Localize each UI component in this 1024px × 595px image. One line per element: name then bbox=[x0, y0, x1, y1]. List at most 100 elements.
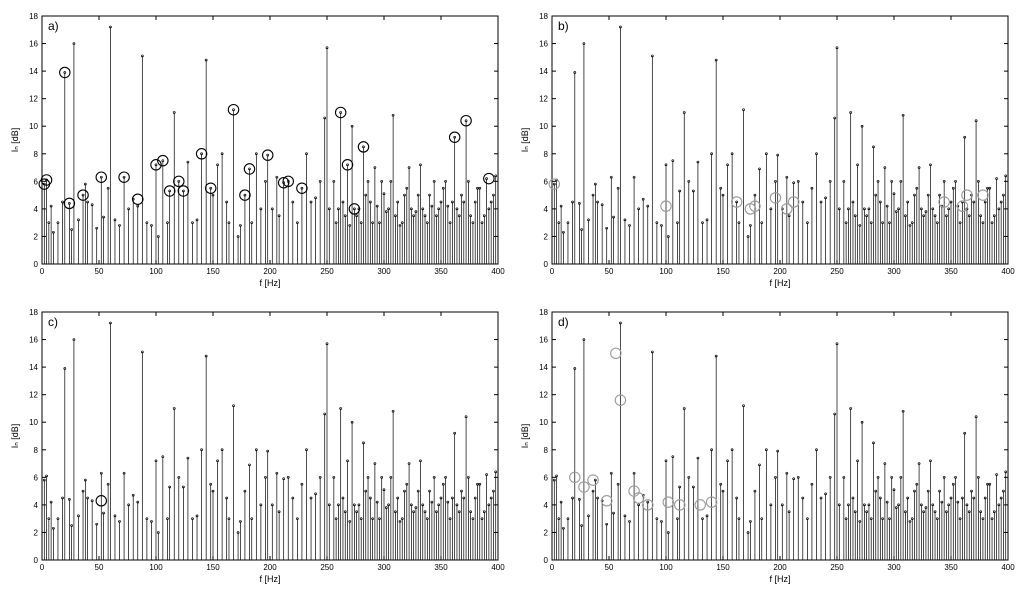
panel-label: a) bbox=[48, 19, 59, 33]
svg-text:2: 2 bbox=[34, 528, 39, 537]
highlight-circle bbox=[588, 474, 598, 484]
svg-text:0: 0 bbox=[550, 563, 555, 572]
svg-text:14: 14 bbox=[539, 67, 548, 76]
svg-text:14: 14 bbox=[29, 67, 38, 76]
svg-text:4: 4 bbox=[544, 205, 549, 214]
svg-text:300: 300 bbox=[887, 267, 901, 276]
svg-text:18: 18 bbox=[539, 12, 548, 21]
svg-text:400: 400 bbox=[491, 267, 505, 276]
svg-text:350: 350 bbox=[434, 267, 448, 276]
svg-text:2: 2 bbox=[544, 528, 549, 537]
svg-text:200: 200 bbox=[773, 267, 787, 276]
svg-text:100: 100 bbox=[149, 563, 163, 572]
svg-text:0: 0 bbox=[40, 267, 45, 276]
svg-text:10: 10 bbox=[29, 122, 38, 131]
highlight-circle bbox=[978, 190, 988, 200]
svg-text:2: 2 bbox=[544, 232, 549, 241]
svg-text:4: 4 bbox=[544, 500, 549, 509]
svg-text:10: 10 bbox=[539, 418, 548, 427]
svg-text:6: 6 bbox=[34, 473, 39, 482]
svg-text:350: 350 bbox=[434, 563, 448, 572]
svg-text:200: 200 bbox=[773, 563, 787, 572]
y-axis-label: Iₙ [dB] bbox=[520, 423, 530, 448]
highlight-circle bbox=[484, 173, 494, 183]
svg-text:8: 8 bbox=[34, 150, 39, 159]
svg-text:0: 0 bbox=[550, 267, 555, 276]
svg-text:0: 0 bbox=[40, 563, 45, 572]
svg-text:6: 6 bbox=[544, 177, 549, 186]
svg-text:100: 100 bbox=[149, 267, 163, 276]
panel-label: b) bbox=[558, 19, 569, 33]
svg-text:8: 8 bbox=[34, 445, 39, 454]
svg-text:12: 12 bbox=[539, 390, 548, 399]
svg-text:250: 250 bbox=[320, 563, 334, 572]
svg-text:16: 16 bbox=[29, 335, 38, 344]
svg-text:14: 14 bbox=[539, 363, 548, 372]
svg-text:18: 18 bbox=[29, 12, 38, 21]
svg-text:18: 18 bbox=[539, 308, 548, 317]
svg-text:8: 8 bbox=[544, 150, 549, 159]
panel-a: 0 50 100 150 200 250 300 350 400 0 2 4 6 8 10 12 14 16 18 f… bbox=[6, 6, 508, 294]
spectrum-panel-d: 0 50 100 150 200 250 300 350 400 0 2 4 6 8 10 12 14 16 18 f… bbox=[516, 302, 1016, 587]
svg-text:4: 4 bbox=[34, 500, 39, 509]
svg-text:50: 50 bbox=[605, 267, 614, 276]
svg-text:10: 10 bbox=[29, 418, 38, 427]
spectrum-panel-a: 0 50 100 150 200 250 300 350 400 0 2 4 6 8 10 12 14 16 18 f… bbox=[6, 6, 506, 291]
svg-text:400: 400 bbox=[491, 563, 505, 572]
svg-text:16: 16 bbox=[29, 40, 38, 49]
panel-label: d) bbox=[558, 315, 569, 329]
svg-text:16: 16 bbox=[539, 40, 548, 49]
svg-text:6: 6 bbox=[34, 177, 39, 186]
svg-text:6: 6 bbox=[544, 473, 549, 482]
svg-text:2: 2 bbox=[34, 232, 39, 241]
svg-text:200: 200 bbox=[263, 563, 277, 572]
svg-text:50: 50 bbox=[605, 563, 614, 572]
svg-text:200: 200 bbox=[263, 267, 277, 276]
svg-text:350: 350 bbox=[944, 267, 958, 276]
svg-text:0: 0 bbox=[544, 260, 549, 269]
spectrum-panel-b: 050100150200250300350400024681012141618f… bbox=[516, 6, 1016, 291]
svg-text:0: 0 bbox=[34, 556, 39, 565]
svg-text:250: 250 bbox=[320, 267, 334, 276]
svg-text:300: 300 bbox=[377, 267, 391, 276]
svg-text:12: 12 bbox=[29, 95, 38, 104]
svg-text:250: 250 bbox=[830, 267, 844, 276]
svg-text:50: 50 bbox=[95, 267, 104, 276]
svg-text:50: 50 bbox=[95, 563, 104, 572]
panel-d: 0 50 100 150 200 250 300 350 400 0 2 4 6 8 10 12 14 16 18 f… bbox=[516, 302, 1018, 590]
svg-text:300: 300 bbox=[887, 563, 901, 572]
svg-text:100: 100 bbox=[659, 267, 673, 276]
y-axis-label: Iₙ [dB] bbox=[10, 128, 20, 153]
highlight-circle bbox=[663, 496, 673, 506]
svg-text:8: 8 bbox=[544, 445, 549, 454]
svg-text:350: 350 bbox=[944, 563, 958, 572]
svg-text:300: 300 bbox=[377, 563, 391, 572]
x-axis-label: f [Hz] bbox=[769, 574, 790, 584]
x-axis-label: f [Hz] bbox=[769, 278, 790, 288]
svg-text:0: 0 bbox=[544, 556, 549, 565]
svg-text:400: 400 bbox=[1001, 563, 1015, 572]
svg-text:18: 18 bbox=[29, 308, 38, 317]
highlight-circle bbox=[611, 348, 621, 358]
x-axis-label: f [Hz] bbox=[259, 574, 280, 584]
svg-text:4: 4 bbox=[34, 205, 39, 214]
svg-text:250: 250 bbox=[830, 563, 844, 572]
svg-text:12: 12 bbox=[539, 95, 548, 104]
y-axis-label: Iₙ [dB] bbox=[10, 423, 20, 448]
svg-text:150: 150 bbox=[206, 267, 220, 276]
svg-text:16: 16 bbox=[539, 335, 548, 344]
svg-text:12: 12 bbox=[29, 390, 38, 399]
svg-text:150: 150 bbox=[716, 563, 730, 572]
highlight-circle bbox=[695, 499, 705, 509]
spectrum-panel-c: 050100150200250300350400024681012141618f… bbox=[6, 302, 506, 587]
svg-text:150: 150 bbox=[716, 267, 730, 276]
panel-b: 050100150200250300350400024681012141618f… bbox=[516, 6, 1018, 294]
svg-text:100: 100 bbox=[659, 563, 673, 572]
svg-text:150: 150 bbox=[206, 563, 220, 572]
svg-text:10: 10 bbox=[539, 122, 548, 131]
y-axis-label: Iₙ [dB] bbox=[520, 128, 530, 153]
chart-grid: 050100150200250300350400024681012141618f… bbox=[6, 6, 1018, 589]
x-axis-label: f [Hz] bbox=[259, 278, 280, 288]
svg-text:0: 0 bbox=[34, 260, 39, 269]
panel-label: c) bbox=[48, 315, 58, 329]
